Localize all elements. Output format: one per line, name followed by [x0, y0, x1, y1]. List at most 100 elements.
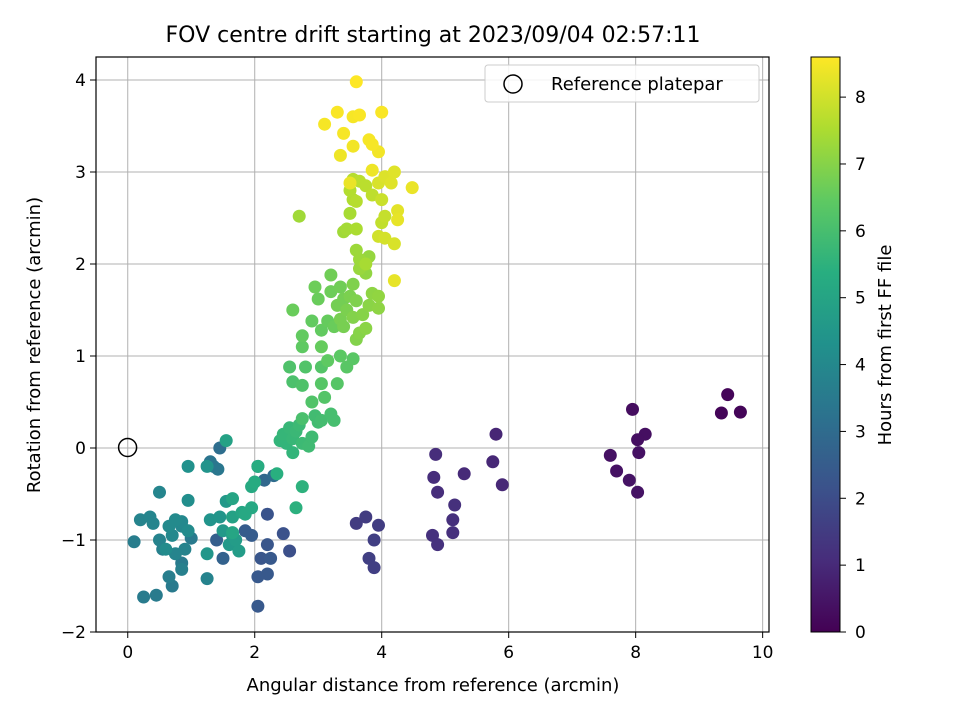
legend-box [484, 64, 760, 103]
data-point [378, 209, 392, 223]
data-point [289, 501, 303, 515]
data-point [333, 280, 347, 294]
data-point [251, 570, 265, 584]
data-point [324, 268, 338, 282]
data-point [305, 395, 319, 409]
data-point [349, 516, 363, 530]
data-point [349, 222, 363, 236]
data-point [733, 405, 747, 419]
data-point [359, 257, 373, 271]
data-point [356, 308, 370, 322]
colorbar-tick-label: 6 [855, 222, 866, 242]
data-point [314, 377, 328, 391]
data-point [631, 433, 645, 447]
data-point [431, 485, 445, 499]
data-point [153, 485, 166, 499]
x-tick-label: 10 [752, 643, 774, 663]
x-tick-label: 6 [503, 643, 514, 663]
colorbar-ticks: 0 1 2 3 4 5 6 7 8 [840, 88, 866, 643]
colorbar-gradient [810, 56, 841, 633]
data-point [626, 402, 639, 416]
data-point [387, 237, 401, 251]
data-point [137, 590, 151, 604]
y-axis-label: Rotation from reference (arcmin) [24, 197, 45, 493]
data-point [632, 446, 646, 460]
data-point [367, 561, 381, 575]
data-point [714, 406, 728, 420]
data-point [384, 176, 398, 190]
data-point [251, 599, 265, 613]
data-point [238, 524, 252, 538]
data-point [391, 204, 405, 218]
legend: Reference platepar [484, 64, 760, 103]
data-point [181, 493, 195, 507]
data-point [321, 354, 335, 368]
data-point [372, 301, 385, 315]
data-point [295, 378, 309, 392]
data-point [251, 459, 265, 473]
data-point [200, 459, 214, 473]
data-point [387, 274, 401, 288]
data-point [146, 516, 160, 530]
data-point [159, 542, 173, 556]
data-point [327, 413, 341, 427]
colorbar-label: Hours from first FF file [875, 245, 896, 446]
data-point [311, 292, 325, 306]
data-point [127, 535, 141, 549]
data-point [346, 352, 360, 366]
chart-title: FOV centre drift starting at 2023/09/04 … [166, 23, 701, 48]
data-point [610, 464, 624, 478]
data-point [387, 165, 401, 179]
data-point [353, 108, 366, 122]
data-point [495, 478, 509, 492]
data-point [149, 588, 163, 602]
data-point [367, 533, 381, 547]
data-point [254, 551, 268, 565]
data-point [283, 544, 297, 558]
data-point [446, 513, 460, 527]
data-point [631, 485, 645, 499]
data-point [295, 329, 309, 343]
data-point [405, 181, 419, 195]
data-point [622, 473, 636, 487]
data-point [210, 533, 224, 547]
data-point [264, 551, 278, 565]
data-point [375, 193, 389, 207]
x-tick-label: 4 [376, 643, 387, 663]
data-point [337, 126, 351, 140]
y-axis-ticks: −2 −1 0 1 2 3 4 [61, 71, 96, 643]
data-point [330, 105, 344, 119]
reference-platepar-marker [117, 437, 138, 458]
data-point [292, 209, 306, 223]
x-axis-ticks: 0 2 4 6 8 10 [122, 632, 773, 663]
data-point [226, 526, 239, 540]
data-point [200, 547, 214, 561]
colorbar-tick-label: 2 [855, 489, 866, 509]
data-point [270, 467, 284, 481]
data-point [343, 206, 357, 220]
data-point [181, 524, 195, 538]
data-point [308, 280, 322, 294]
x-tick-label: 0 [122, 643, 133, 663]
data-point [213, 510, 227, 524]
data-points [127, 75, 747, 613]
y-tick-label: 4 [75, 71, 86, 91]
data-point [226, 492, 239, 506]
data-point [211, 462, 225, 476]
data-point [603, 448, 617, 462]
data-point [283, 360, 297, 374]
data-point [372, 289, 385, 303]
legend-label: Reference platepar [551, 74, 723, 95]
x-axis-label: Angular distance from reference (arcmin) [247, 675, 620, 696]
data-point [286, 446, 300, 460]
data-point [219, 434, 233, 448]
data-point [260, 538, 274, 552]
y-tick-label: 3 [75, 163, 86, 183]
data-point [359, 179, 373, 193]
data-point [330, 377, 344, 391]
colorbar-tick-label: 1 [855, 556, 866, 576]
data-point [359, 510, 373, 524]
legend-marker [503, 74, 523, 94]
y-tick-label: −2 [61, 623, 86, 643]
data-point [365, 163, 379, 177]
